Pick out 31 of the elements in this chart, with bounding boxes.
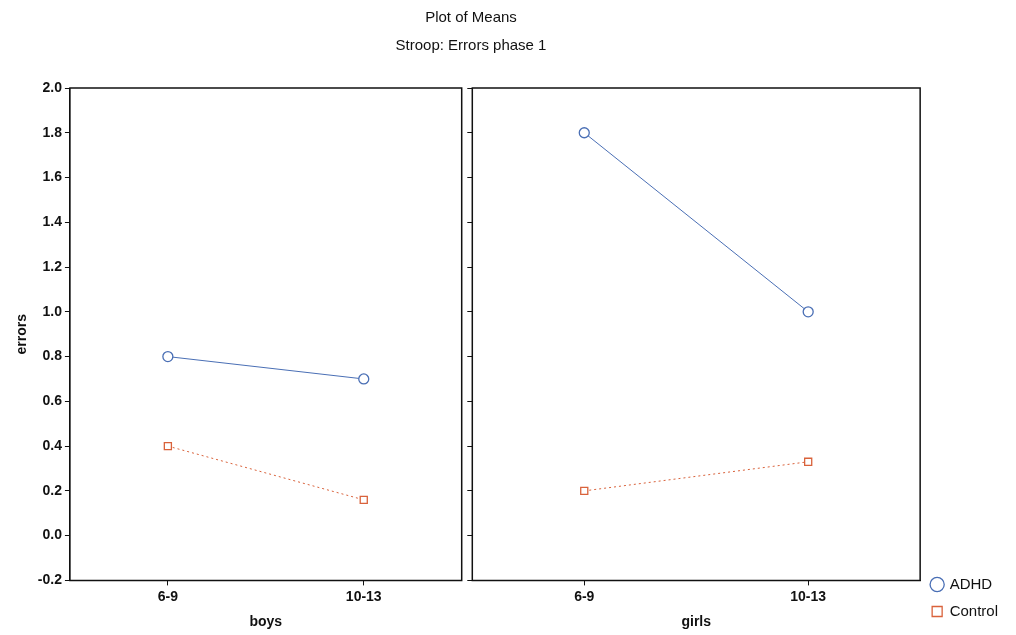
x-tick-label: 10-13 [790,587,827,604]
legend-label: ADHD [949,574,993,592]
y-tick-label: 1.8 [42,123,63,140]
y-tick-label: 2.0 [42,78,63,95]
y-tick-label: 0.0 [42,526,63,543]
y-tick-label: -0.2 [37,571,63,588]
y-tick-label: 0.8 [42,347,63,364]
chart-title: Plot of Means [424,8,518,25]
x-axis-title: girls [681,613,712,630]
point [358,373,370,385]
point [804,457,813,466]
x-axis-title: boys [249,613,283,630]
x-tick-label: 6-9 [157,587,179,604]
y-tick-label: 1.4 [42,213,63,230]
point [359,495,368,505]
y-tick-label: 1.2 [42,257,63,274]
y-tick-label: 0.2 [42,481,63,498]
point [162,350,174,363]
y-axis-title: errors [13,313,30,355]
legend-label: Control [949,601,998,619]
y-tick-label: 0.4 [42,436,63,453]
point [163,441,173,451]
y-tick-label: 1.6 [42,168,63,185]
chart-subtitle: Stroop: Errors phase 1 [394,36,548,53]
x-tick-label: 6-9 [574,587,595,604]
point [580,486,589,496]
y-tick-label: 0.6 [42,392,63,409]
x-tick-label: 10-13 [345,587,382,604]
point [802,306,814,318]
point [578,127,590,139]
y-tick-label: 1.0 [42,302,63,319]
